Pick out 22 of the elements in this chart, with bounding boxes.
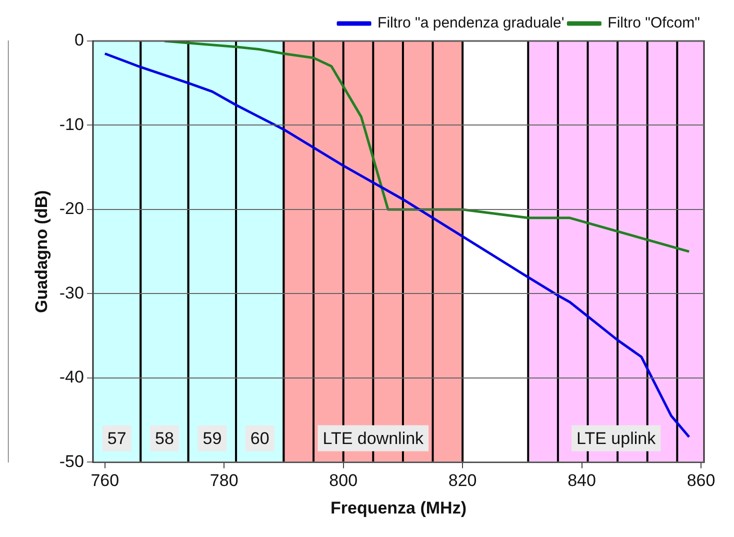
y-tick-label: -50 [59, 452, 84, 471]
y-tick-label: -10 [59, 114, 84, 134]
band-label: 59 [202, 428, 222, 448]
legend-label: Filtro "Ofcom" [608, 14, 700, 32]
x-tick-label: 800 [329, 471, 358, 490]
band-label: 60 [250, 428, 270, 448]
band-label: LTE uplink [576, 428, 656, 448]
x-tick-label: 860 [686, 471, 716, 490]
band-label: 57 [107, 428, 126, 448]
x-tick-label: 820 [448, 471, 477, 490]
x-tick-label: 840 [568, 471, 596, 490]
y-tick-label: 0 [74, 30, 84, 50]
x-tick-label: 780 [210, 471, 238, 490]
y-tick-label: -40 [59, 368, 84, 387]
y-axis-title: Guadagno (dB) [32, 190, 51, 313]
legend-label: Filtro "a pendenza graduale' [378, 14, 564, 32]
band-label: LTE downlink [322, 428, 424, 448]
y-tick-label: -20 [59, 199, 84, 218]
x-tick-label: 760 [90, 471, 120, 490]
x-axis-title: Frequenza (MHz) [330, 498, 466, 518]
y-tick-label: -30 [59, 283, 84, 302]
band-label: 58 [155, 428, 174, 448]
